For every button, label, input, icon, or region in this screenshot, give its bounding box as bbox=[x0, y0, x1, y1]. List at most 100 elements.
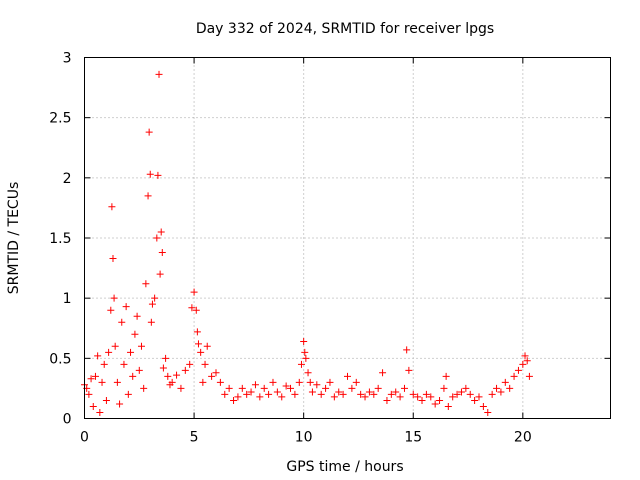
data-point bbox=[501, 378, 509, 386]
y-tick-label: 0.5 bbox=[49, 351, 71, 367]
x-tick-label: 0 bbox=[80, 430, 89, 446]
data-point bbox=[186, 360, 194, 368]
data-point bbox=[400, 384, 408, 392]
data-point bbox=[201, 360, 209, 368]
y-axis-title: SRMTID / TECUs bbox=[6, 182, 22, 295]
data-point bbox=[256, 393, 264, 401]
data-point bbox=[330, 393, 338, 401]
data-point bbox=[89, 402, 97, 410]
data-point bbox=[197, 348, 205, 356]
data-point bbox=[177, 384, 185, 392]
data-point bbox=[181, 366, 189, 374]
data-point bbox=[133, 312, 141, 320]
data-point bbox=[127, 348, 135, 356]
y-tick-label: 2.5 bbox=[49, 111, 71, 127]
data-point bbox=[506, 384, 514, 392]
data-point bbox=[91, 372, 99, 380]
grid-lines bbox=[84, 57, 611, 419]
data-point bbox=[479, 402, 487, 410]
data-point bbox=[140, 384, 148, 392]
data-point bbox=[304, 369, 312, 377]
data-point bbox=[523, 357, 531, 365]
data-point bbox=[199, 378, 207, 386]
data-point bbox=[427, 393, 435, 401]
data-point bbox=[102, 396, 110, 404]
data-point bbox=[510, 372, 518, 380]
data-point bbox=[493, 384, 501, 392]
data-point bbox=[365, 388, 373, 396]
data-point bbox=[449, 393, 457, 401]
data-point bbox=[300, 337, 308, 345]
data-point bbox=[148, 300, 156, 308]
data-point bbox=[247, 388, 255, 396]
data-point bbox=[98, 378, 106, 386]
data-point bbox=[122, 303, 130, 311]
data-point bbox=[379, 369, 387, 377]
data-point bbox=[116, 400, 124, 408]
data-point bbox=[145, 128, 153, 136]
data-point bbox=[142, 280, 150, 288]
data-point bbox=[396, 393, 404, 401]
data-point bbox=[194, 340, 202, 348]
data-point bbox=[514, 366, 522, 374]
data-point bbox=[308, 388, 316, 396]
data-point bbox=[497, 388, 505, 396]
data-point bbox=[409, 390, 417, 398]
data-point bbox=[155, 70, 163, 78]
data-point bbox=[335, 388, 343, 396]
data-point bbox=[96, 408, 104, 416]
data-point bbox=[265, 390, 273, 398]
data-points bbox=[81, 70, 533, 416]
data-point bbox=[221, 390, 229, 398]
data-point bbox=[120, 360, 128, 368]
data-point bbox=[440, 384, 448, 392]
data-point bbox=[111, 342, 119, 350]
data-point bbox=[521, 352, 529, 360]
data-point bbox=[109, 254, 117, 262]
data-point bbox=[108, 203, 116, 211]
data-point bbox=[188, 304, 196, 312]
x-tick-label: 15 bbox=[404, 430, 422, 446]
data-point bbox=[519, 360, 527, 368]
data-point bbox=[153, 234, 161, 242]
data-point bbox=[154, 171, 162, 179]
data-point bbox=[403, 346, 411, 354]
y-tick-label: 3 bbox=[63, 51, 72, 67]
data-point bbox=[238, 384, 246, 392]
data-point bbox=[457, 388, 465, 396]
data-point bbox=[110, 294, 118, 302]
data-point bbox=[243, 390, 251, 398]
data-point bbox=[291, 390, 299, 398]
data-point bbox=[135, 366, 143, 374]
x-tick-label: 10 bbox=[295, 430, 313, 446]
data-point bbox=[203, 342, 211, 350]
data-point bbox=[278, 393, 286, 401]
data-point bbox=[146, 170, 154, 178]
data-point bbox=[466, 390, 474, 398]
data-point bbox=[234, 393, 242, 401]
x-axis-title: GPS time / hours bbox=[286, 459, 403, 475]
data-point bbox=[295, 378, 303, 386]
data-point bbox=[525, 372, 533, 380]
data-point bbox=[357, 390, 365, 398]
data-point bbox=[269, 378, 277, 386]
data-point bbox=[164, 372, 172, 380]
data-point bbox=[361, 393, 369, 401]
data-point bbox=[100, 360, 108, 368]
data-point bbox=[87, 375, 95, 383]
data-point bbox=[405, 366, 413, 374]
data-point bbox=[162, 354, 170, 362]
data-point bbox=[444, 402, 452, 410]
x-tick-label: 20 bbox=[514, 430, 532, 446]
y-tick-label: 1.5 bbox=[49, 231, 71, 247]
data-point bbox=[370, 390, 378, 398]
data-point bbox=[137, 342, 145, 350]
data-point bbox=[387, 390, 395, 398]
data-point bbox=[297, 360, 305, 368]
data-point bbox=[282, 382, 290, 390]
data-point bbox=[159, 364, 167, 372]
x-tick-label: 5 bbox=[190, 430, 199, 446]
data-point bbox=[107, 306, 115, 314]
data-point bbox=[144, 192, 152, 200]
data-point bbox=[94, 352, 102, 360]
